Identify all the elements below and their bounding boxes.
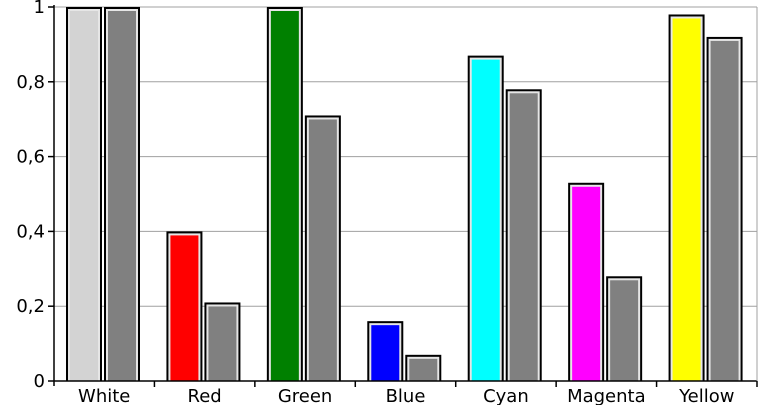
bar-magenta-series-2: [610, 280, 639, 381]
bars: [66, 7, 743, 382]
axes: [53, 5, 758, 386]
bar-cyan-series-1: [471, 59, 500, 382]
bar-red-series-2: [208, 306, 237, 381]
y-tick-label: 0,8: [16, 72, 45, 93]
y-tick-label: 0,2: [16, 296, 45, 317]
plot-area: [54, 7, 757, 381]
x-tick-label: Cyan: [483, 386, 529, 405]
bar-magenta-series-1: [572, 186, 601, 381]
tick-labels: 0 0,2 0,4 0,6 0,8 1 White Red Green Blue Cyan Magen…: [16, 0, 734, 405]
bar-blue-series-2: [409, 358, 438, 381]
y-tick-label: 0,4: [16, 221, 45, 242]
x-tick-label: White: [78, 386, 130, 405]
x-tick-label: Green: [278, 386, 333, 405]
bar-cyan-series-2: [509, 93, 538, 381]
x-tick-label: Red: [188, 386, 222, 405]
ticks: [48, 6, 758, 387]
y-tick-label: 0,6: [16, 147, 45, 168]
x-tick-label: Magenta: [567, 386, 646, 405]
bar-yellow-series-2: [710, 40, 739, 382]
bar-green-series-2: [308, 119, 337, 382]
y-tick-label: 1: [34, 0, 45, 18]
bar-white-series-1: [70, 11, 98, 381]
y-tick-label: 0: [34, 371, 45, 392]
bar-red-series-1: [170, 235, 199, 381]
x-tick-label: Blue: [386, 386, 426, 405]
x-tick-label: Yellow: [678, 386, 734, 405]
bar-green-series-1: [270, 11, 299, 381]
bar-blue-series-1: [371, 325, 400, 381]
bar-yellow-series-1: [672, 18, 701, 381]
bar-white-series-2: [108, 11, 136, 381]
